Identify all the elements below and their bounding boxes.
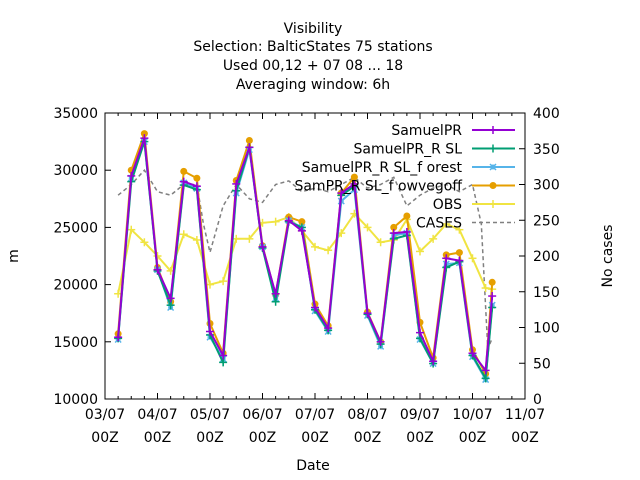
y-tick-label: 25000 xyxy=(53,220,98,236)
x-axis: 03/07 00Z 04/07 00Z 05/07 00Z 06/07 00Z 07/07 00Z… xyxy=(85,113,545,446)
legend-label: SamuelPR xyxy=(391,123,462,139)
data-point xyxy=(488,278,496,286)
series-line xyxy=(117,212,493,295)
plot-frame xyxy=(104,112,526,400)
data-point xyxy=(350,173,358,181)
x-tick-label: 00Z xyxy=(91,430,118,446)
y2-tick-label: 300 xyxy=(533,178,560,194)
legend-marker xyxy=(490,164,496,170)
chart-title: Visibility Selection: BalticStates 75 st… xyxy=(193,21,432,93)
x-tick-label: 00Z xyxy=(196,430,223,446)
legend-label: SamPR_R SL_f owvegoff xyxy=(294,179,462,195)
y2-tick-label: 0 xyxy=(533,392,542,408)
y2-tick-label: 350 xyxy=(533,142,560,158)
x-tick-label: 06/07 xyxy=(242,407,282,423)
data-point xyxy=(193,174,201,182)
y2-tick-label: 200 xyxy=(533,249,560,265)
legend-label: OBS xyxy=(433,197,462,213)
y2-tick-label: 250 xyxy=(533,213,560,229)
y2-axis-label: No cases xyxy=(600,225,616,288)
series-layer xyxy=(114,130,497,384)
x-tick-label: 00Z xyxy=(144,430,171,446)
y-axis-label: m xyxy=(6,249,22,263)
x-axis-label: Date xyxy=(296,458,329,474)
y-tick-label: 20000 xyxy=(53,278,98,294)
data-point xyxy=(403,212,411,220)
y-tick-label: 35000 xyxy=(53,106,98,122)
x-tick-label: 00Z xyxy=(511,430,538,446)
title-line-4: Averaging window: 6h xyxy=(236,77,390,93)
legend-marker xyxy=(489,182,497,189)
data-point xyxy=(140,130,148,138)
x-tick-label: 07/07 xyxy=(295,407,335,423)
y-tick-label: 10000 xyxy=(53,392,98,408)
legend-label: SamuelPR_R SL_f orest xyxy=(302,160,463,176)
y2-tick-label: 400 xyxy=(533,106,560,122)
y2-tick-label: 100 xyxy=(533,321,560,337)
x-tick-label: 04/07 xyxy=(137,407,177,423)
title-line-3: Used 00,12 + 07 08 ... 18 xyxy=(223,58,403,74)
y-tick-label: 15000 xyxy=(53,335,98,351)
legend-label: CASES xyxy=(416,216,462,232)
series-0 xyxy=(114,134,497,375)
x-tick-label: 00Z xyxy=(249,430,276,446)
x-tick-label: 00Z xyxy=(301,430,328,446)
title-line-1: Visibility xyxy=(284,21,343,37)
x-tick-label: 03/07 xyxy=(85,407,125,423)
legend: SamuelPR SamuelPR_R SL SamuelPR_R SL_f ore… xyxy=(294,123,515,232)
x-tick-label: 00Z xyxy=(459,430,486,446)
y2-tick-label: 150 xyxy=(533,285,560,301)
title-line-2: Selection: BalticStates 75 stations xyxy=(193,39,432,55)
x-tick-label: 11/07 xyxy=(505,407,545,423)
x-tick-label: 08/07 xyxy=(347,407,387,423)
x-tick-label: 10/07 xyxy=(452,407,492,423)
y2-tick-label: 50 xyxy=(533,356,551,372)
data-point xyxy=(298,218,306,226)
x-tick-label: 00Z xyxy=(354,430,381,446)
data-point xyxy=(245,136,253,144)
data-point xyxy=(390,223,398,231)
y-axis-right: 0 50 100 150 200 250 300 350 400 xyxy=(519,106,560,408)
legend-label: SamuelPR_R SL xyxy=(353,142,462,158)
data-point xyxy=(455,249,463,257)
x-tick-label: 00Z xyxy=(406,430,433,446)
y-tick-label: 30000 xyxy=(53,163,98,179)
data-point xyxy=(180,167,188,175)
x-tick-label: 05/07 xyxy=(190,407,230,423)
x-tick-label: 09/07 xyxy=(400,407,440,423)
y-axis-left: 10000 15000 20000 25000 30000 35000 xyxy=(53,106,111,408)
series-line xyxy=(117,137,494,374)
